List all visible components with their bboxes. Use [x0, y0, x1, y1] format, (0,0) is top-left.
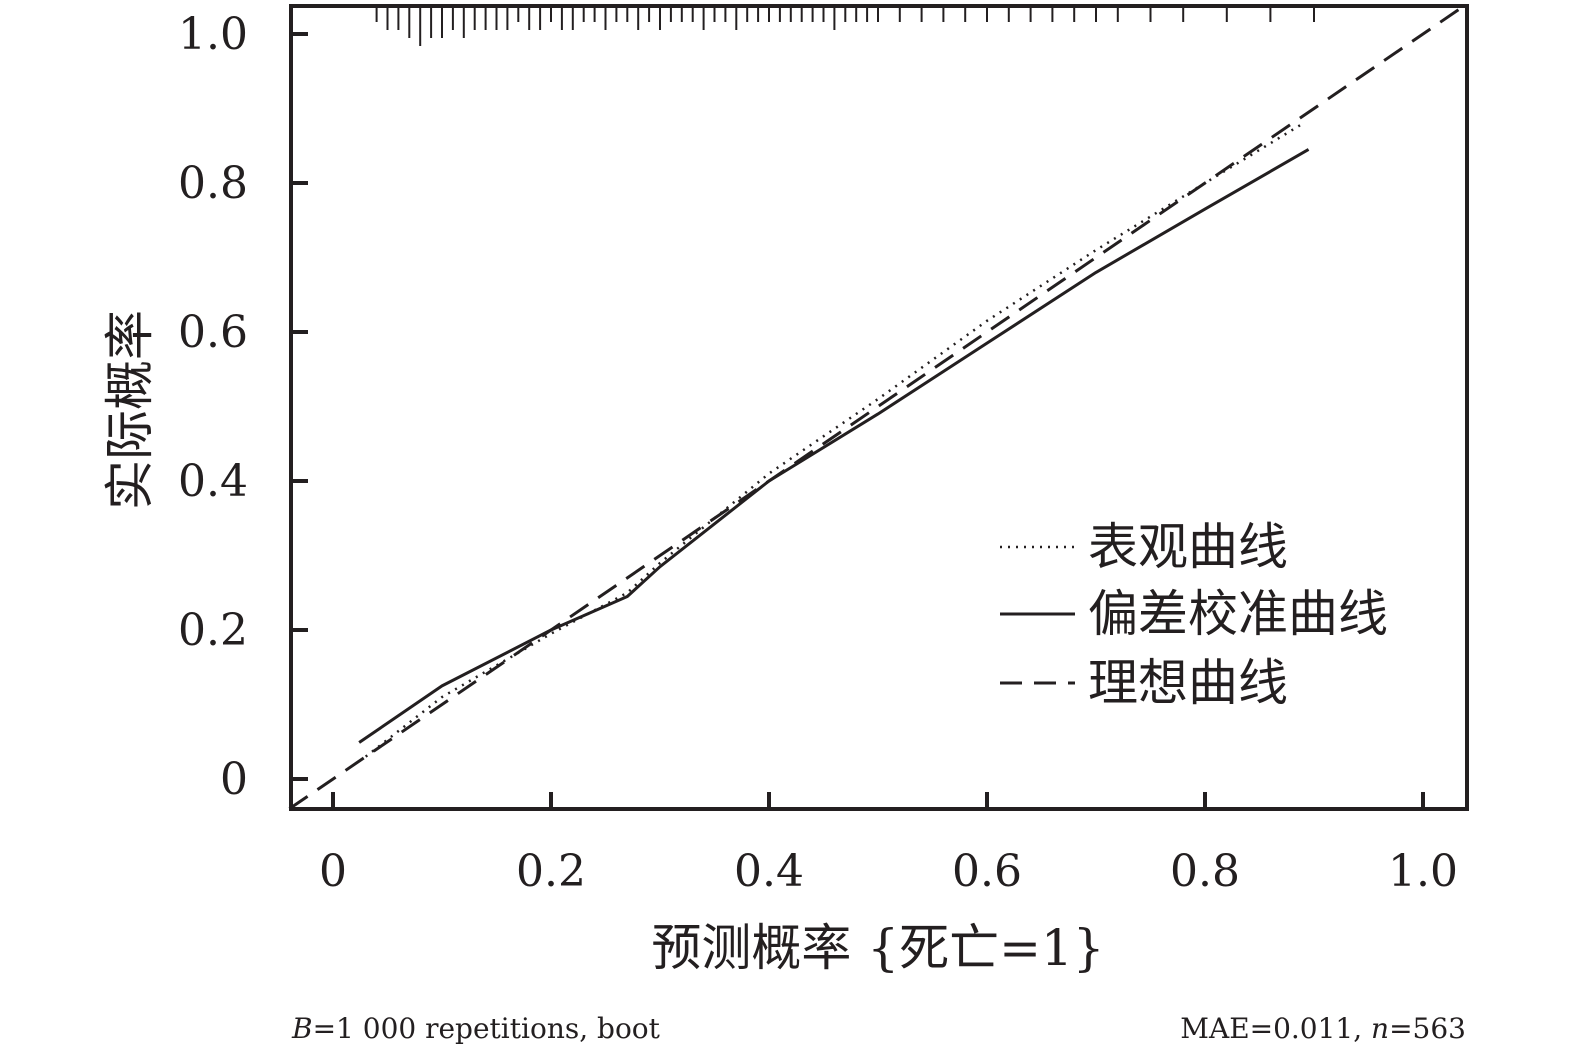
y-tick-label: 0 — [220, 754, 248, 805]
sample-size-value: =563 — [1389, 1012, 1466, 1045]
y-tick-label: 0.4 — [178, 456, 248, 507]
series-lines — [288, 2, 1468, 811]
y-tick-label: 0.2 — [178, 605, 248, 656]
x-axis-label: 预测概率 {死亡=1} — [651, 919, 1104, 977]
legend-label: 表观曲线 — [1088, 518, 1288, 576]
bootstrap-note-text: =1 000 repetitions, boot — [313, 1012, 661, 1045]
sample-size-symbol: n — [1371, 1012, 1389, 1045]
mae-note-text: MAE=0.011, — [1180, 1012, 1371, 1045]
x-tick-label: 0.2 — [516, 846, 586, 897]
rug-plot — [375, 6, 1315, 46]
axis-ticks: 0 0.2 0.4 0.6 0.8 1.0 0 0.2 0.4 0.6 0.8 1.0 — [178, 9, 1458, 897]
y-tick-label: 1.0 — [178, 9, 248, 60]
x-tick-label: 0.6 — [952, 846, 1022, 897]
y-tick-label: 0.6 — [178, 307, 248, 358]
x-tick-label: 0.4 — [734, 846, 804, 897]
dashed-series-line — [288, 2, 1468, 811]
x-tick-label: 0.8 — [1170, 846, 1240, 897]
bootstrap-note-symbol: B — [291, 1012, 313, 1045]
y-axis-label: 实际概率 — [101, 310, 159, 510]
mae-note: MAE=0.011, n=563 — [1180, 1012, 1466, 1045]
y-tick-label: 0.8 — [178, 158, 248, 209]
bootstrap-note: B=1 000 repetitions, boot — [291, 1012, 661, 1045]
legend-label: 理想曲线 — [1088, 654, 1288, 712]
x-tick-label: 0 — [319, 846, 347, 897]
legend-label: 偏差校准曲线 — [1088, 585, 1388, 643]
x-tick-label: 1.0 — [1388, 846, 1458, 897]
